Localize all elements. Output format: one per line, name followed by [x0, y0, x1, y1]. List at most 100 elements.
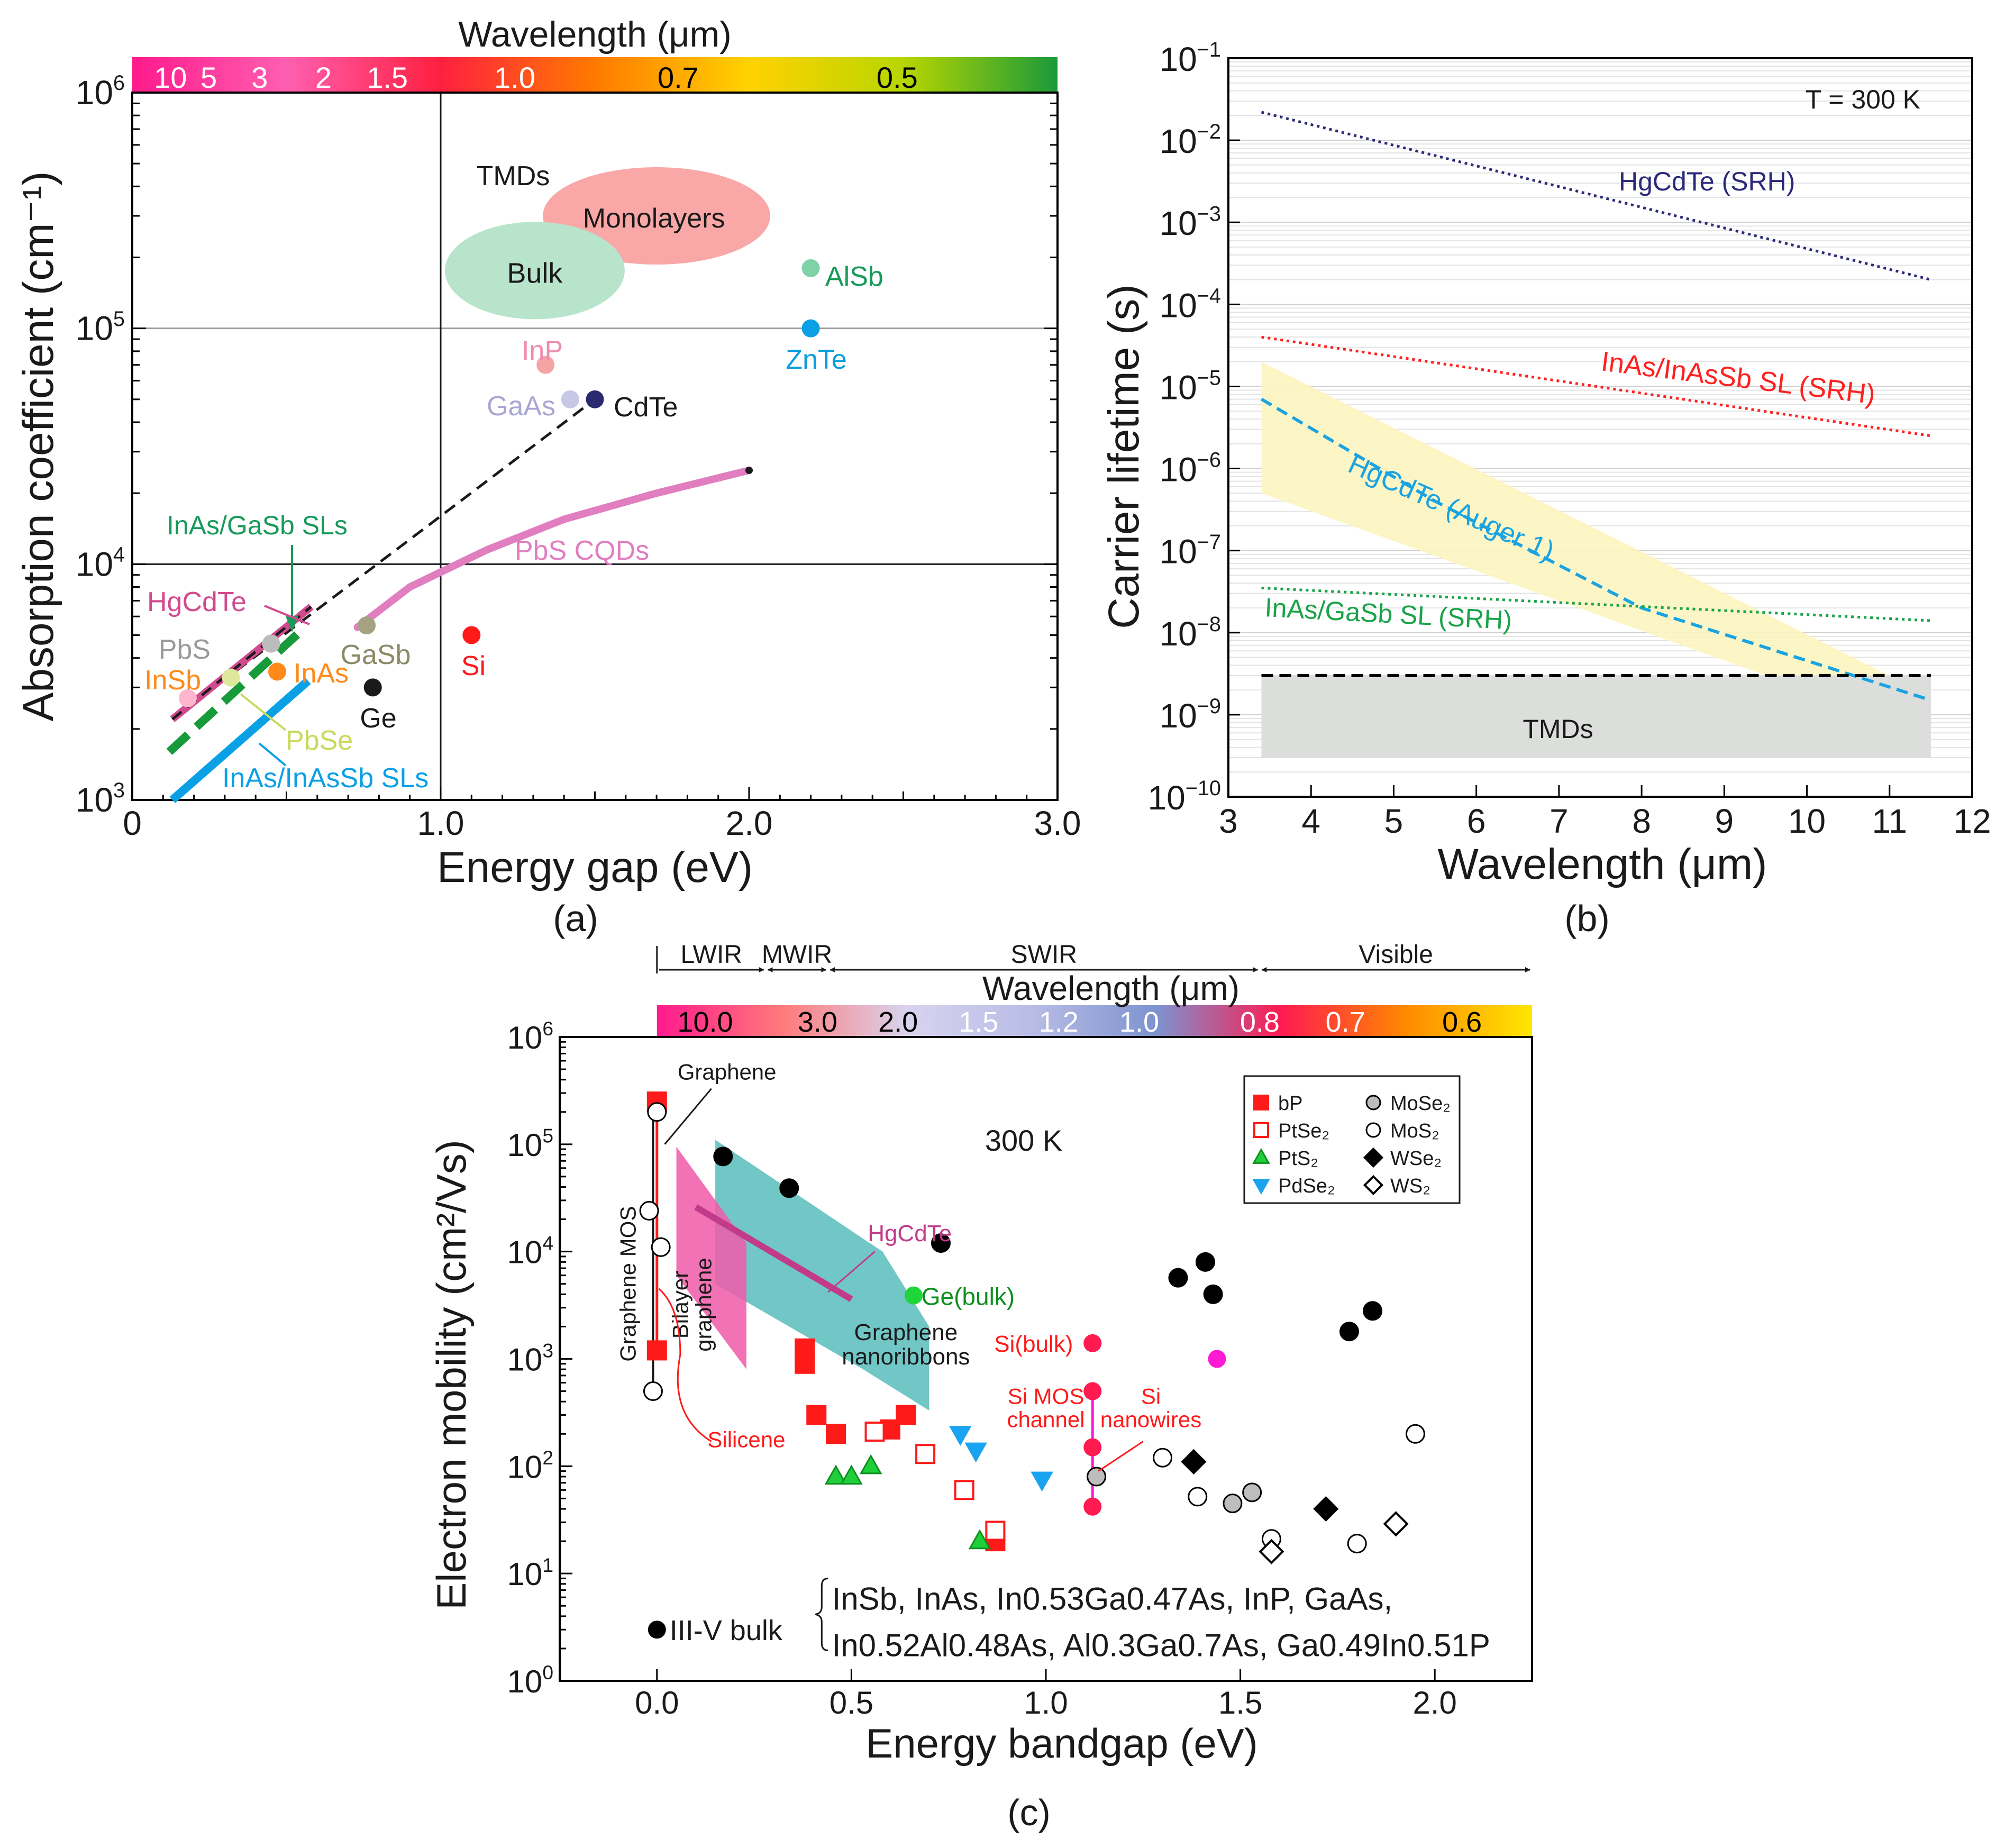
x-tick-label: 10	[1788, 802, 1826, 840]
x-tick-label: 1.0	[1024, 1685, 1068, 1720]
point-label-pbse: PbSe	[286, 725, 353, 756]
label-inas-gasb: InAs/GaSb SL (SRH)	[1264, 593, 1512, 635]
legend-label-bp: bP	[1278, 1093, 1302, 1115]
y-tick-label: 10−4	[1160, 284, 1221, 324]
wavelength-axis-title: Wavelength (μm)	[982, 969, 1239, 1007]
marker-iii-v-bulk	[1339, 1322, 1359, 1342]
x-axis-title: Energy bandgap (eV)	[865, 1720, 1258, 1767]
panel-label-b: (b)	[1564, 898, 1610, 939]
arrow-pbse	[240, 693, 287, 731]
legend-marker-ptse	[1253, 1122, 1269, 1138]
y-tick-label: 102	[507, 1446, 553, 1485]
legend-label-mose: MoSe₂	[1390, 1093, 1451, 1115]
label-graphene-mos: Graphene MOS	[615, 1206, 640, 1362]
label-silicene: Silicene	[707, 1427, 785, 1452]
marker-iii-v-bulk	[931, 1233, 951, 1253]
arrowhead-inas-gasb	[286, 616, 298, 632]
x-tick-label: 8	[1632, 802, 1651, 840]
wavelength-bar	[657, 1005, 1532, 1037]
point-inp	[536, 356, 555, 374]
x-tick-label: 3.0	[1034, 804, 1081, 842]
wavelength-tick-label: 0.5	[877, 61, 918, 94]
arrow-hgcdte	[264, 605, 310, 625]
line-hgcdte	[694, 1204, 853, 1302]
marker-pts2	[840, 1464, 863, 1485]
line-inas-inassb	[169, 677, 311, 804]
label-graphene: Graphene	[678, 1060, 777, 1085]
point-si-bulk	[1083, 1334, 1102, 1352]
point-label-gaas: GaAs	[487, 391, 555, 422]
wavelength-tick-label: 5	[200, 61, 217, 94]
wavelength-tick-label: 10.0	[677, 1006, 733, 1038]
marker-ws2	[1259, 1539, 1284, 1564]
legend-marker-ws	[1363, 1175, 1384, 1196]
point-pbs	[262, 634, 280, 653]
point-label-gasb: GaSb	[341, 640, 411, 670]
footnote-line-2: In0.52Al0.48As, Al0.3Ga0.7As, Ga0.49In0.…	[832, 1627, 1490, 1663]
point-label-pbs: PbS	[159, 634, 211, 665]
legend-label-ptse: PtSe₂	[1278, 1120, 1329, 1142]
point-cdte	[586, 390, 604, 408]
point-label-alsb: AlSb	[825, 261, 883, 292]
y-tick-label: 101	[507, 1554, 553, 1592]
band-label-visible: Visible	[1359, 941, 1433, 969]
wavelength-tick-label: 1.2	[1039, 1006, 1079, 1038]
region-graphene-nanoribbons	[715, 1140, 929, 1411]
x-tick-label: 2.0	[1412, 1685, 1456, 1720]
arrow-graphene	[664, 1088, 712, 1145]
footnote-line-1: InSb, InAs, In0.53Ga0.47As, InP, GaAs,	[832, 1581, 1393, 1617]
label-hgcdte: HgCdTe	[147, 587, 247, 617]
region-bilayer-graphene	[676, 1146, 746, 1370]
marker-pts2	[968, 1529, 991, 1550]
x-tick-label: 2.0	[726, 804, 773, 842]
point-ge	[363, 678, 382, 697]
label-hgcdte-srh: HgCdTe (SRH)	[1619, 167, 1795, 196]
point-label-inp: InP	[522, 335, 563, 366]
point-label-ge: Ge	[360, 703, 396, 734]
marker-ptse2	[915, 1444, 936, 1464]
marker-iii-v-bulk	[779, 1178, 799, 1198]
y-tick-label: 10−6	[1160, 449, 1221, 489]
label-inas-inassb: InAs/InAsSb SL (SRH)	[1600, 346, 1877, 410]
point-inas	[268, 662, 287, 681]
point-znte	[801, 319, 820, 338]
point-alsb	[801, 259, 820, 277]
label-nanoribbons-2: nanoribbons	[842, 1344, 970, 1370]
label-si-nanowires-2: nanowires	[1100, 1407, 1201, 1432]
y-tick-label: 10−2	[1160, 120, 1221, 160]
panel-b: 10−1 10−2 10−3 10−4 10−5 10−6 10−7 10−8 10−9 10−1…	[1100, 38, 1991, 939]
marker-iii-v-bulk	[1203, 1284, 1223, 1304]
marker-ptse2	[954, 1480, 974, 1500]
y-tick-label: 10−1	[1160, 38, 1221, 78]
label-bilayer-2: graphene	[691, 1258, 716, 1352]
wavelength-tick-label: 3.0	[798, 1006, 837, 1038]
marker-pdse2	[964, 1442, 987, 1463]
wavelength-tick-label: 10	[154, 61, 187, 94]
y-tick-label: 106	[507, 1017, 553, 1055]
label-nanoribbons-1: Graphene	[854, 1319, 958, 1345]
marker-ptse2	[864, 1421, 885, 1442]
line-pbs-cqds	[353, 466, 753, 631]
series-hgcdte-srh	[1261, 111, 1931, 281]
label-tmds: TMDs	[1523, 714, 1593, 744]
arrow-si-nanowires	[1098, 1441, 1144, 1472]
marker-bp	[896, 1405, 916, 1425]
y-tick-label: 104	[76, 543, 125, 583]
legend-box	[1243, 1075, 1461, 1204]
y-tick-label: 10−10	[1148, 777, 1221, 817]
band-label-mwir: MWIR	[762, 941, 832, 969]
y-tick-label: 10−5	[1160, 367, 1221, 407]
label-inas-inassb: InAs/InAsSb SLs	[222, 763, 429, 794]
x-tick-label: 12	[1953, 802, 1991, 840]
point-label-znte: ZnTe	[786, 344, 847, 375]
wavelength-tick-label: 3	[251, 61, 268, 94]
legend-label-wse: WSe₂	[1390, 1148, 1442, 1170]
label-bilayer-1: Bilayer	[668, 1271, 693, 1339]
label-tmds: TMDs	[477, 161, 550, 192]
marker-wse2	[1313, 1496, 1339, 1522]
legend-marker-wse	[1363, 1147, 1384, 1168]
x-tick-label: 1.5	[1218, 1685, 1262, 1720]
marker-iii-v-bulk	[1363, 1301, 1383, 1321]
